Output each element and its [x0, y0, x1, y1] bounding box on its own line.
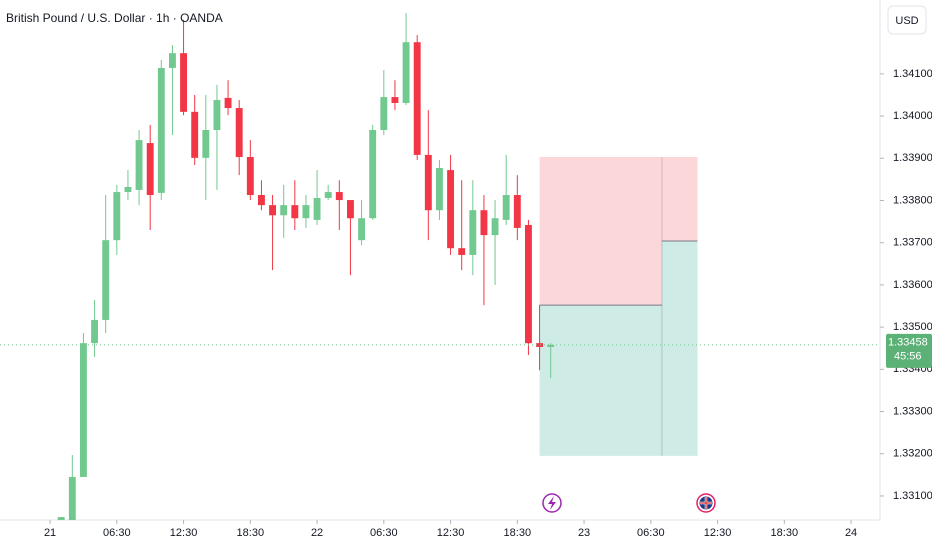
y-tick-label: 1.33200: [893, 448, 932, 460]
y-tick-label: 1.33300: [893, 405, 932, 417]
x-tick-label: 12:30: [170, 527, 198, 539]
x-tick-label: 12:30: [704, 527, 732, 539]
candle-body: [191, 111, 199, 158]
candle-body: [358, 218, 366, 241]
y-tick-label: 1.33900: [893, 152, 932, 164]
candle-body: [102, 240, 110, 320]
candle-body: [369, 130, 377, 219]
candle-body: [547, 344, 555, 347]
x-tick-label: 06:30: [637, 527, 665, 539]
candle-body: [313, 197, 321, 220]
candle-body: [458, 248, 466, 255]
x-tick-label: 23: [578, 527, 590, 539]
candle-body: [57, 517, 65, 520]
price-label-bg: [886, 333, 932, 368]
candle-body: [447, 170, 455, 249]
y-tick-label: 1.33100: [893, 490, 932, 502]
y-tick-label: 1.33800: [893, 194, 932, 206]
candle-body: [402, 42, 410, 103]
candle-body: [513, 195, 521, 228]
candle-body: [257, 195, 265, 206]
x-tick-label: 06:30: [103, 527, 131, 539]
x-tick-label: 18:30: [771, 527, 799, 539]
stop-zone: [661, 157, 698, 242]
event-icon: [542, 493, 562, 513]
candle-body: [91, 319, 99, 344]
x-tick-label: 24: [845, 527, 857, 539]
x-tick-label: 18:30: [237, 527, 265, 539]
plot: [0, 13, 884, 524]
candle-body: [157, 67, 165, 193]
countdown: 45:56: [894, 351, 922, 363]
x-tick-label: 18:30: [504, 527, 532, 539]
y-tick-label: 1.33500: [893, 321, 932, 333]
candle-body: [79, 343, 87, 477]
x-tick-label: 06:30: [370, 527, 398, 539]
candle-body: [168, 53, 176, 68]
candle-body: [524, 224, 532, 344]
candle-body: [146, 143, 154, 195]
candle-body: [291, 205, 299, 219]
candle-body: [269, 205, 277, 216]
flag-icon: [696, 493, 716, 513]
currency-button[interactable]: [887, 5, 927, 35]
candle-body: [491, 218, 499, 236]
candle-body: [124, 186, 132, 193]
candle-body: [480, 210, 488, 236]
candle-body: [536, 343, 544, 347]
target-zone: [661, 241, 698, 456]
candle-body: [380, 97, 388, 130]
candle-body: [135, 140, 143, 190]
current-price: 1.33458: [888, 337, 928, 349]
candle-body: [113, 192, 121, 241]
candle-body: [435, 167, 443, 211]
target-zone: [539, 305, 662, 456]
candle-body: [235, 108, 243, 158]
candle-body: [324, 192, 332, 198]
y-tick-label: 1.33700: [893, 237, 932, 249]
candle-body: [180, 53, 188, 112]
candle-body: [213, 100, 221, 130]
chart-title: British Pound / U.S. Dollar · 1h · OANDA: [6, 11, 223, 25]
candle-body: [202, 130, 210, 158]
candle-body: [302, 205, 310, 219]
candle-body: [335, 192, 343, 201]
candle-body: [413, 42, 421, 155]
candle-body: [391, 97, 399, 103]
candle-body: [224, 97, 232, 109]
x-tick-label: 12:30: [437, 527, 465, 539]
candle-body: [469, 210, 477, 255]
y-tick-label: 1.33600: [893, 279, 932, 291]
x-tick-label: 22: [311, 527, 323, 539]
candle-body: [68, 476, 76, 520]
candle-body: [424, 154, 432, 211]
y-tick-label: 1.34000: [893, 110, 932, 122]
x-tick-label: 21: [44, 527, 56, 539]
candle-body: [246, 157, 254, 195]
candle-body: [346, 200, 354, 219]
candle-body: [502, 195, 510, 220]
currency-label: USD: [895, 15, 918, 27]
stop-zone: [539, 157, 662, 306]
candle-body: [280, 205, 288, 216]
y-tick-label: 1.34100: [893, 68, 932, 80]
